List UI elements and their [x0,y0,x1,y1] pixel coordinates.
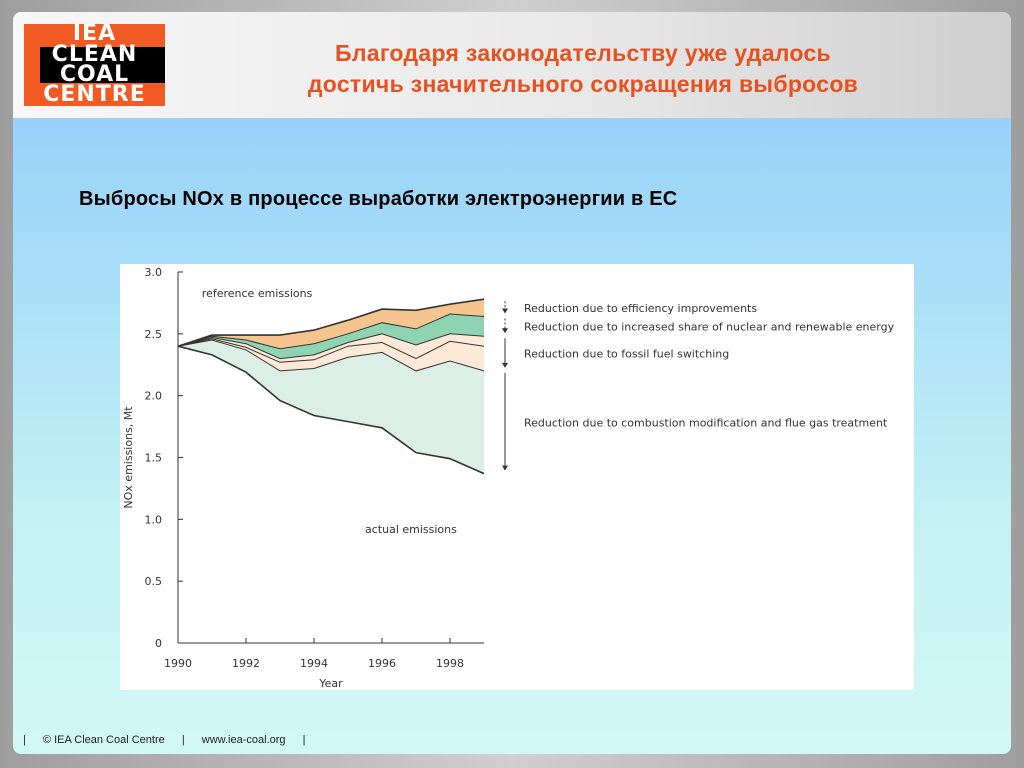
footer: | © IEA Clean Coal Centre | www.iea-coal… [23,734,319,746]
actual-emissions-line [177,345,485,475]
reduction-label: Reduction due to efficiency improvements [524,302,757,315]
x-axis-label: Year [318,677,343,690]
reduction-label: Reduction due to combustion modification… [524,416,888,429]
reference-emissions-label: reference emissions [202,287,313,300]
footer-copyright: © IEA Clean Coal Centre [42,734,165,746]
x-tick-label: 1992 [232,657,260,670]
y-tick-label: 1.0 [145,513,163,526]
reference-emissions-line [177,298,485,347]
slide-title-line-1: Благодаря законодательству уже удалось [335,40,831,66]
logo-line-1: IEA [72,24,117,46]
fuel-switching-band-lower [178,338,484,371]
series-line [177,339,485,372]
y-tick-label: 3.0 [145,266,163,279]
nuclear-renewable-band [178,314,484,359]
footer-separator: | [302,734,306,746]
y-tick-label: 1.5 [145,452,163,465]
efficiency-band [178,299,484,349]
reduction-arrow-head [502,308,508,314]
fuel-switching-band [178,333,484,363]
footer-separator: | [23,734,26,746]
logo-line-3: COAL [59,62,130,87]
series-line [177,333,485,360]
reduction-arrow-head [502,465,508,471]
x-tick-label: 1990 [164,657,192,670]
iea-clean-coal-centre-logo: IEA CLEAN COAL CENTRE [24,24,165,106]
reduction-label: Reduction due to increased share of nucl… [524,320,895,333]
reduction-label: Reduction due to fossil fuel switching [524,348,729,361]
logo-line-4: CENTRE [43,82,146,106]
footer-separator: | [181,734,185,746]
y-tick-label: 0 [155,637,162,650]
x-tick-label: 1998 [436,657,464,670]
series-line [177,338,485,363]
nox-emissions-chart: 0 0.5 1.0 1.5 2.0 2.5 3.0 1990 1992 1994 1996 1998 Y… [122,266,895,690]
chart-panel: 0 0.5 1.0 1.5 2.0 2.5 3.0 1990 1992 1994 1996 1998 Y… [120,264,914,690]
combustion-modification-band [178,340,484,474]
actual-emissions-label: actual emissions [365,523,457,536]
logo-black-band [40,47,165,83]
slide: IEA CLEAN COAL CENTRE Благодаря законода… [13,12,1011,754]
x-tick-label: 1996 [368,657,396,670]
slide-title-line-2: достичь значительного сокращения выбросо… [307,71,859,97]
y-axis-label: NOx emissions, Mt [122,406,135,509]
reduction-arrow-head [502,328,508,334]
chart-heading: Выбросы NOx в процессе выработки электро… [79,188,678,210]
x-tick-label: 1994 [300,657,328,670]
y-tick-label: 2.0 [145,390,163,403]
logo-line-2: CLEAN [51,42,138,67]
y-tick-label: 0.5 [145,575,163,588]
header-bar: IEA CLEAN COAL CENTRE Благодаря законода… [13,12,1011,118]
reduction-arrow-head [502,362,508,368]
series-line [177,313,485,350]
slide-title: Благодаря законодательству уже удалось д… [233,38,933,100]
footer-website-link[interactable]: www.iea-coal.org [201,734,286,746]
y-tick-label: 2.5 [145,328,163,341]
